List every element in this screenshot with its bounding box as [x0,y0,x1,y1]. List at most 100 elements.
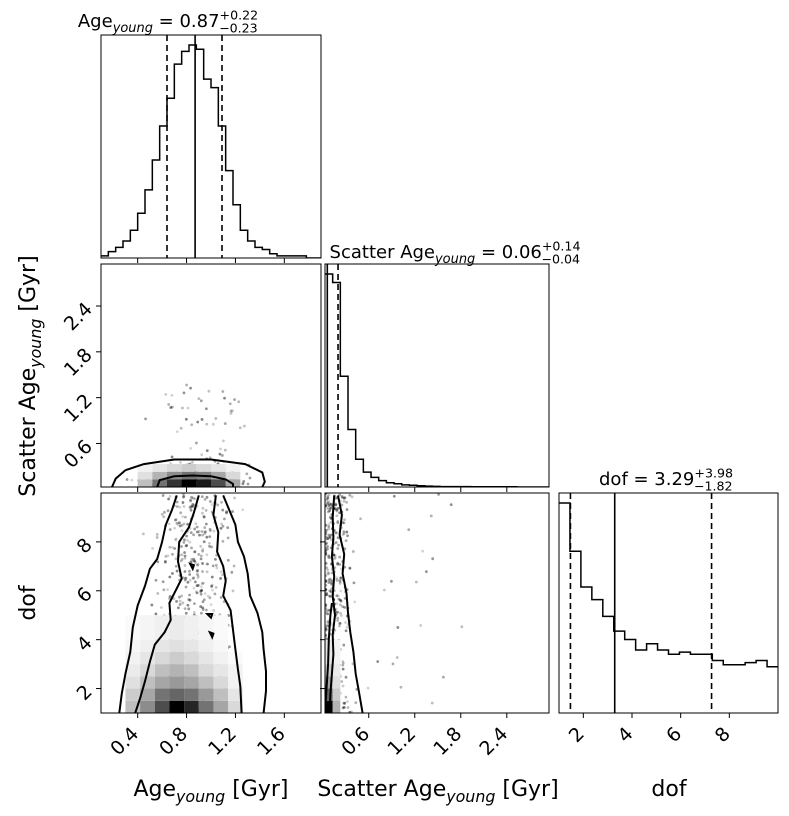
panel-age-dof-sample-point [156,560,160,564]
title-age-tail: = 0.87 [153,11,220,32]
panel-age-dof-sample-point [163,560,167,564]
hist-scatter-step-line [325,273,549,487]
panel-scatter-dof-sample-point [343,547,347,551]
panel-age-dof-sample-point [190,504,194,508]
panel-scatter-dof-sample-point [326,547,329,551]
panel-scatter-dof-sample-point [325,593,329,597]
panel-age-dof-sample-point [168,575,172,579]
panel-scatter-dof-sample-point [326,537,329,540]
panel-age-dof-sample-point [180,553,184,557]
panel-age-dof-sample-point [181,601,185,605]
panel-age-scatter-density-cell [181,464,197,472]
panel-age-dof-sample-point [196,576,200,580]
panel-scatter-dof-sample-point [325,566,328,570]
panel-scatter-dof-sample-point [327,533,331,537]
panel-age-scatter-sample-point [233,398,236,402]
y-tick-label: 0.6 [60,436,97,473]
panel-scatter-dof-sample-point [325,580,328,584]
panel-age-scatter-sample-point [179,461,182,464]
panel-age-scatter-sample-point [220,454,224,457]
panel-age-dof-sample-point [195,530,199,534]
panel-age-dof-sample-point [193,497,197,501]
panel-age-dof-sample-point [204,522,208,526]
panel-scatter-dof-contour-line [325,602,333,713]
panel-age-dof-density-cell [228,688,243,701]
panel-age-dof-sample-point [214,563,218,567]
x-tick-label: 8 [711,723,735,747]
panel-scatter-dof-sample-point [337,594,340,598]
panel-scatter-dof-sample-point [441,675,445,679]
y-tick-label: 2.4 [60,298,97,335]
panel-scatter-dof-sample-point [399,685,403,689]
panel-scatter-dof-sample-point [329,595,333,599]
panel-scatter-dof-sample-point [325,579,328,583]
panel-age-dof-sample-point [193,559,196,563]
panel-scatter-dof-sample-point [335,602,339,606]
panel-age-dof-sample-point [190,505,194,508]
panel-scatter-dof-contour-line [337,495,364,713]
panel-scatter-dof-sample-point [334,607,338,611]
panel-age-dof-sample-point [195,525,199,529]
panel-scatter-dof-sample-point [327,556,331,559]
panel-age-dof-sample-point [220,522,224,526]
title-scatter-lower: −0.04 [541,251,580,266]
panel-age-scatter-sample-point [223,448,227,452]
panel-age-dof-sample-point [226,536,230,540]
panel-age-dof-sample-point [191,577,195,580]
panel-scatter-dof-sample-point [325,603,328,606]
panel-age-scatter-sample-point [246,482,250,486]
panel-age-dof-sample-point [185,544,189,547]
panel-scatter-dof-sample-point [327,608,331,612]
panel-age-dof-sample-point [182,540,186,544]
panel-age-dof-sample-point [183,570,187,573]
panel-age-dof-sample-point [209,603,213,607]
panel-scatter-dof-sample-point [334,541,338,544]
panel-age-dof-sample-point [227,614,231,617]
panel-age-dof-sample-point [142,532,145,536]
panel-age-dof-sample-point [173,526,176,530]
panel-age-dof-sample-point [201,549,204,553]
panel-scatter-dof-sample-point [327,571,331,575]
panel-age-dof-sample-point [161,580,165,584]
panel-age-scatter-sample-point [245,472,249,476]
panel-scatter-dof-sample-point [396,626,400,629]
x-tick-label: 0.6 [337,723,374,760]
panel-age-dof-sample-point [195,569,199,573]
panel-scatter-dof-sample-point [343,496,347,500]
y-tick-label: 8 [73,534,97,558]
panel-scatter-dof-sample-point [325,628,328,632]
panel-age-dof-sample-point [205,562,209,566]
panel-scatter-dof-sample-point [327,578,331,582]
title-dof-tail: = 3.29 [628,469,695,490]
panel-age-dof-sample-point [221,539,225,543]
x-tick-label: 0.8 [155,723,192,760]
panel-age-dof-density-cell [169,688,185,701]
panel-age-dof-sample-point [178,599,182,603]
panel-scatter-dof-sample-point [325,626,328,630]
panel-age-dof-sample-point [200,585,203,589]
panel-age-dof-sample-point [219,526,223,530]
panel-scatter-dof-sample-point [424,570,428,574]
panel-age-dof-density-cell [184,700,199,713]
panel-age-scatter-sample-point [241,482,245,486]
panel-age-dof-sample-point [189,499,193,503]
panel-scatter-dof-sample-point [326,507,330,510]
panel-scatter-dof-sample-point [392,494,396,498]
panel-scatter-dof-sample-point [376,660,380,663]
panel-scatter-dof-sample-point [328,536,332,540]
panel-age-dof-sample-point [199,605,203,608]
panel-age-dof-sample-point [201,562,204,565]
panel-scatter-dof-sample-point [414,580,418,584]
panel-age-dof-sample-point [203,530,207,534]
panel-age-dof-density-cell [228,651,243,665]
panel-age-dof-sample-point [184,576,188,580]
panel-scatter-dof-sample-point [325,551,328,555]
panel-scatter-dof-sample-point [430,701,434,705]
panel-age-dof-density-cell [169,664,185,677]
panel-age-dof-density-cell [184,688,199,701]
panel-age-scatter-density-cell [152,471,167,480]
panel-age-dof-sample-point [231,510,234,513]
panel-age-scatter-sample-point [200,418,204,421]
panel-age-dof-density-cell [154,664,170,677]
panel-age-dof-sample-point [196,562,200,566]
